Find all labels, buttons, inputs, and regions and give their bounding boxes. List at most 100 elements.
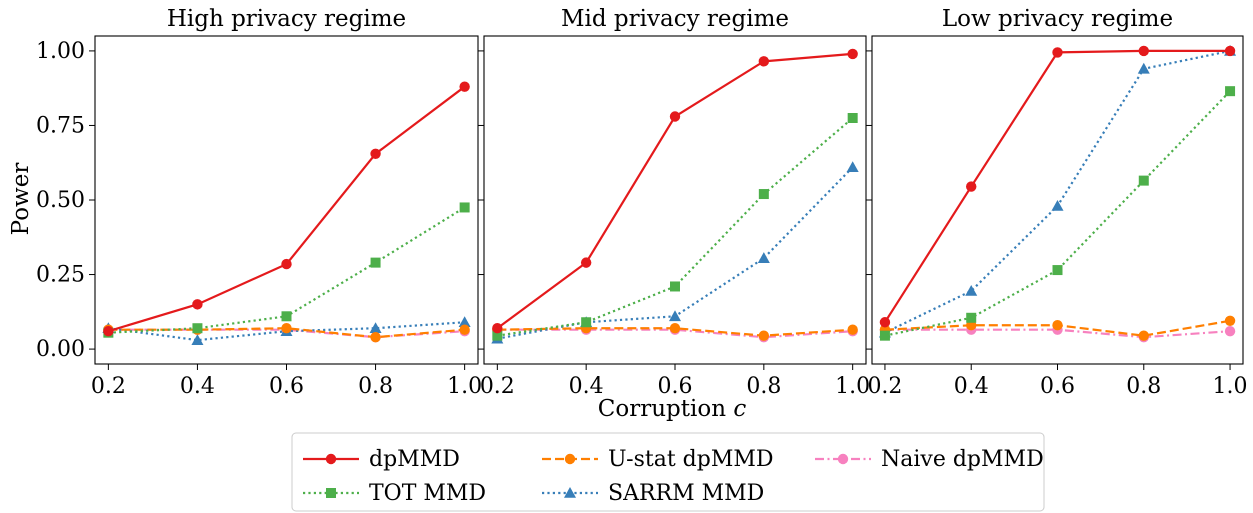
data-point (459, 81, 470, 92)
data-point (581, 317, 592, 328)
data-point (370, 148, 381, 159)
legend-label: Naive dpMMD (881, 447, 1044, 472)
x-tick-label: 0.4 (954, 374, 989, 399)
data-point (1051, 199, 1064, 211)
panel-1: High privacy regime 0.00 0.25 0.50 0.75 1.00 0… (36, 6, 482, 399)
legend-entry: TOT MMD (303, 481, 486, 506)
x-tick-label: 0.2 (480, 374, 515, 399)
series-dpmmd (879, 45, 1236, 328)
data-point (191, 334, 204, 345)
x-tick-label: 1.0 (1213, 374, 1248, 399)
series-dpmmd (492, 48, 858, 334)
data-point (1052, 47, 1063, 58)
x-tick-label: 0.4 (180, 374, 215, 399)
data-point (757, 252, 770, 263)
data-point (669, 323, 681, 334)
data-point (281, 323, 292, 334)
data-point (281, 311, 292, 322)
series-tot-mmd (492, 113, 858, 341)
series-tot-mmd (879, 86, 1236, 341)
legend-entry: U-stat dpMMD (542, 447, 774, 472)
data-point (1138, 330, 1149, 341)
y-tick-label: 0.25 (36, 263, 85, 288)
legend-marker (564, 487, 576, 498)
data-point (758, 330, 770, 341)
series-line (108, 85, 466, 333)
data-point (846, 161, 859, 172)
legend-label: U-stat dpMMD (608, 447, 774, 472)
data-point (966, 312, 977, 323)
series-line (884, 49, 1231, 334)
legend-box (291, 432, 1045, 512)
data-point (369, 322, 382, 334)
legend-marker (837, 453, 849, 465)
panel-title: Mid privacy regime (561, 6, 789, 32)
x-tick-label: 0.8 (1126, 374, 1161, 399)
series-sarrm-mmd (491, 161, 859, 344)
x-axis-label: Corruption c (598, 396, 747, 422)
data-point (758, 189, 769, 200)
data-point (192, 323, 203, 334)
data-point (1225, 86, 1236, 97)
series-sarrm-mmd (878, 44, 1237, 338)
panel-title: High privacy regime (167, 6, 406, 32)
x-tick-label: 1.0 (447, 374, 482, 399)
data-point (492, 323, 503, 334)
data-point (847, 113, 858, 123)
data-point (458, 316, 471, 328)
x-tick-label: 0.4 (569, 374, 604, 399)
data-point (370, 331, 381, 343)
series-line (497, 117, 854, 337)
series-line (884, 328, 1231, 339)
data-point (492, 330, 503, 341)
legend-label: dpMMD (369, 447, 460, 472)
data-point (847, 48, 858, 60)
panel-2: Mid privacy regime 0.2 0.4 0.6 0.8 1.0 (478, 6, 870, 399)
legend-entry: SARRM MMD (542, 481, 764, 506)
data-point (669, 111, 681, 122)
x-tick-label: 0.8 (746, 374, 781, 399)
data-point (669, 310, 681, 322)
data-point (1224, 315, 1236, 326)
y-tick-label: 0.75 (36, 113, 85, 138)
panel-3: Low privacy regime 0.2 0.4 0.6 0.8 1.0 (866, 6, 1248, 399)
data-point (103, 326, 114, 337)
legend-marker (326, 488, 336, 498)
series-line (884, 90, 1231, 337)
data-point (1052, 320, 1063, 331)
series-u-stat-dpmmd (879, 315, 1236, 341)
y-tick-label: 0.00 (36, 337, 85, 362)
data-point (459, 202, 470, 213)
data-point (459, 324, 470, 335)
y-axis-label: Power (8, 163, 34, 236)
legend: dpMMD TOT MMD U-stat dpMMD SARRM MMD Naive d… (291, 432, 1045, 512)
data-point (580, 257, 592, 268)
x-tick-label: 0.6 (269, 374, 304, 399)
x-tick-label: 0.2 (867, 374, 902, 399)
legend-label: TOT MMD (369, 481, 486, 506)
data-point (281, 258, 292, 270)
legend-entry: Naive dpMMD (815, 447, 1044, 472)
x-tick-label: 0.8 (358, 374, 393, 399)
legend-marker (325, 453, 337, 465)
data-point (1138, 45, 1149, 57)
axes-frame (871, 35, 1244, 365)
panel-title: Low privacy regime (942, 6, 1173, 32)
data-point (758, 56, 770, 67)
series-tot-mmd (103, 202, 470, 338)
data-point (879, 330, 890, 341)
legend-marker (564, 453, 576, 465)
x-tick-label: 0.6 (1040, 374, 1075, 399)
data-point (670, 281, 680, 292)
x-tick-label: 0.6 (658, 374, 693, 399)
data-point (192, 299, 203, 310)
data-point (370, 257, 381, 268)
series-u-stat-dpmmd (492, 323, 858, 341)
data-point (1052, 265, 1063, 276)
legend-label: SARRM MMD (608, 481, 764, 506)
data-point (1224, 326, 1236, 337)
data-point (1138, 175, 1149, 186)
y-tick-label: 0.50 (36, 188, 85, 213)
data-point (879, 317, 891, 328)
